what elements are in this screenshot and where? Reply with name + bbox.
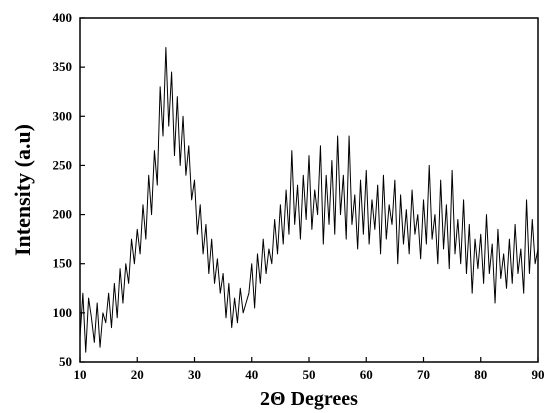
y-tick-label: 50 bbox=[59, 354, 72, 369]
y-tick-label: 250 bbox=[53, 157, 73, 172]
x-tick-label: 10 bbox=[74, 367, 87, 382]
x-axis-label: 2Θ Degrees bbox=[260, 388, 358, 410]
x-tick-label: 70 bbox=[417, 367, 430, 382]
x-tick-label: 40 bbox=[245, 367, 258, 382]
data-line bbox=[79, 46, 539, 353]
x-tick-label: 50 bbox=[303, 367, 316, 382]
x-tick-label: 20 bbox=[131, 367, 144, 382]
y-tick-label: 100 bbox=[53, 305, 73, 320]
x-tick-label: 30 bbox=[188, 367, 201, 382]
x-tick-label: 80 bbox=[474, 367, 487, 382]
plot-frame bbox=[79, 17, 539, 363]
y-tick-label: 300 bbox=[53, 108, 73, 123]
y-tick-label: 350 bbox=[53, 59, 73, 74]
y-axis-label: Intensity (a.u) bbox=[10, 124, 35, 256]
y-tick-label: 400 bbox=[53, 10, 73, 25]
y-tick-label: 150 bbox=[53, 256, 73, 271]
x-tick-label: 60 bbox=[360, 367, 373, 382]
y-tick-label: 200 bbox=[53, 207, 73, 222]
x-tick-label: 90 bbox=[532, 367, 545, 382]
